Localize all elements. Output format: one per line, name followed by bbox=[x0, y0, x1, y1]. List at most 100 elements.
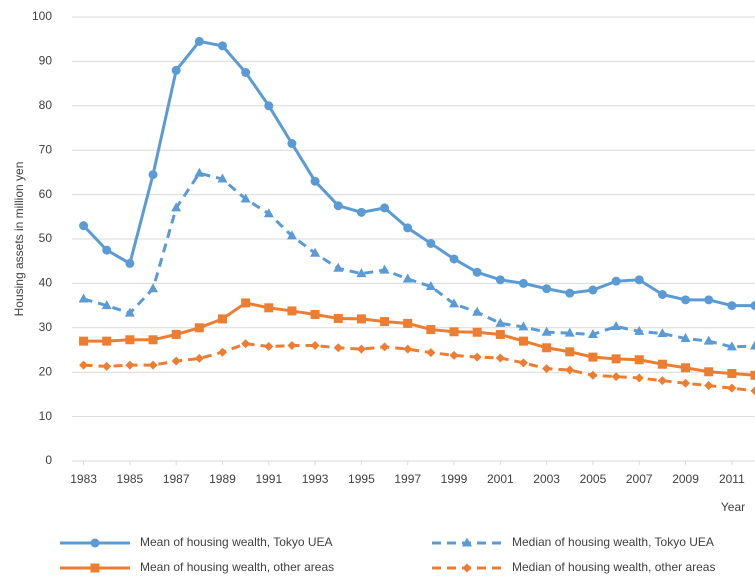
data-point bbox=[588, 370, 598, 380]
data-point bbox=[634, 325, 645, 335]
data-point bbox=[194, 36, 204, 46]
x-tick-label: 1991 bbox=[255, 472, 282, 486]
data-point bbox=[217, 173, 228, 183]
y-tick-label: 70 bbox=[39, 142, 53, 156]
x-tick-label: 1987 bbox=[163, 472, 190, 486]
data-point bbox=[264, 101, 274, 111]
data-point bbox=[333, 201, 343, 211]
legend-label: Mean of housing wealth, other areas bbox=[140, 560, 334, 574]
y-tick-label: 20 bbox=[39, 364, 53, 378]
data-point bbox=[426, 238, 436, 248]
data-point bbox=[518, 358, 528, 368]
data-point bbox=[78, 293, 89, 303]
legend-marker bbox=[90, 538, 100, 548]
data-point bbox=[634, 355, 644, 365]
data-point bbox=[287, 341, 297, 351]
x-tick-label: 1995 bbox=[348, 472, 375, 486]
legend-marker bbox=[462, 563, 472, 573]
data-point bbox=[79, 221, 89, 231]
data-point bbox=[264, 303, 274, 313]
y-tick-label: 0 bbox=[45, 453, 52, 467]
legend-marker bbox=[90, 563, 100, 573]
data-point bbox=[518, 336, 528, 346]
data-point bbox=[171, 202, 182, 212]
data-point bbox=[657, 376, 667, 386]
data-point bbox=[611, 372, 621, 382]
data-point bbox=[704, 367, 714, 377]
data-point bbox=[703, 335, 714, 345]
data-point bbox=[611, 276, 621, 286]
data-point bbox=[565, 347, 575, 357]
x-tick-label: 2007 bbox=[626, 472, 653, 486]
data-point bbox=[148, 170, 158, 180]
data-point bbox=[148, 283, 159, 293]
data-point bbox=[704, 295, 714, 305]
data-point bbox=[704, 381, 714, 391]
data-point bbox=[356, 207, 366, 217]
data-point bbox=[542, 284, 552, 294]
data-point bbox=[287, 139, 297, 149]
data-point bbox=[125, 360, 135, 370]
x-tick-label: 1983 bbox=[70, 472, 97, 486]
y-tick-label: 10 bbox=[39, 409, 53, 423]
data-point bbox=[472, 267, 482, 277]
data-point bbox=[472, 306, 483, 316]
data-point bbox=[542, 364, 552, 374]
data-point bbox=[356, 268, 367, 278]
data-point bbox=[726, 341, 737, 351]
data-point bbox=[727, 301, 737, 311]
series-line bbox=[83, 342, 755, 393]
data-point bbox=[681, 295, 691, 305]
data-point bbox=[680, 332, 691, 342]
series-line bbox=[83, 301, 755, 377]
data-point bbox=[426, 325, 436, 335]
data-point bbox=[565, 365, 575, 375]
data-point bbox=[657, 328, 668, 338]
data-point bbox=[171, 356, 181, 366]
data-point bbox=[681, 363, 691, 373]
x-tick-label: 1997 bbox=[394, 472, 421, 486]
data-point bbox=[472, 352, 482, 362]
data-point bbox=[241, 298, 251, 308]
data-point bbox=[564, 327, 575, 337]
data-point bbox=[287, 306, 297, 316]
data-point bbox=[102, 361, 112, 371]
data-point bbox=[286, 230, 297, 240]
y-axis-label: Housing assets in million yen bbox=[12, 162, 26, 317]
x-tick-label: 2011 bbox=[719, 472, 745, 486]
data-point bbox=[240, 193, 251, 203]
data-point bbox=[333, 313, 343, 323]
data-point bbox=[310, 247, 321, 257]
data-point bbox=[542, 343, 552, 353]
data-point bbox=[217, 347, 227, 357]
data-point bbox=[750, 340, 755, 350]
data-point bbox=[379, 264, 390, 274]
data-point bbox=[380, 317, 390, 327]
data-point bbox=[565, 288, 575, 298]
data-point bbox=[634, 373, 644, 383]
data-point bbox=[727, 369, 737, 379]
data-point bbox=[125, 335, 135, 345]
data-point bbox=[380, 342, 390, 352]
data-point bbox=[148, 335, 158, 345]
legend-marker bbox=[462, 537, 472, 547]
data-point bbox=[518, 321, 529, 331]
x-tick-label: 1993 bbox=[302, 472, 329, 486]
x-tick-label: 1989 bbox=[209, 472, 236, 486]
data-point bbox=[310, 309, 320, 319]
data-point bbox=[403, 344, 413, 354]
data-point bbox=[217, 41, 227, 51]
data-point bbox=[194, 353, 204, 363]
data-point bbox=[588, 285, 598, 295]
x-tick-label: 2009 bbox=[672, 472, 699, 486]
data-point bbox=[148, 360, 158, 370]
data-point bbox=[495, 353, 505, 363]
data-point bbox=[750, 370, 755, 380]
y-tick-label: 50 bbox=[39, 231, 53, 245]
data-point bbox=[402, 273, 413, 283]
data-point bbox=[750, 386, 755, 396]
data-point bbox=[611, 320, 622, 330]
data-point bbox=[264, 341, 274, 351]
data-point bbox=[79, 336, 89, 346]
